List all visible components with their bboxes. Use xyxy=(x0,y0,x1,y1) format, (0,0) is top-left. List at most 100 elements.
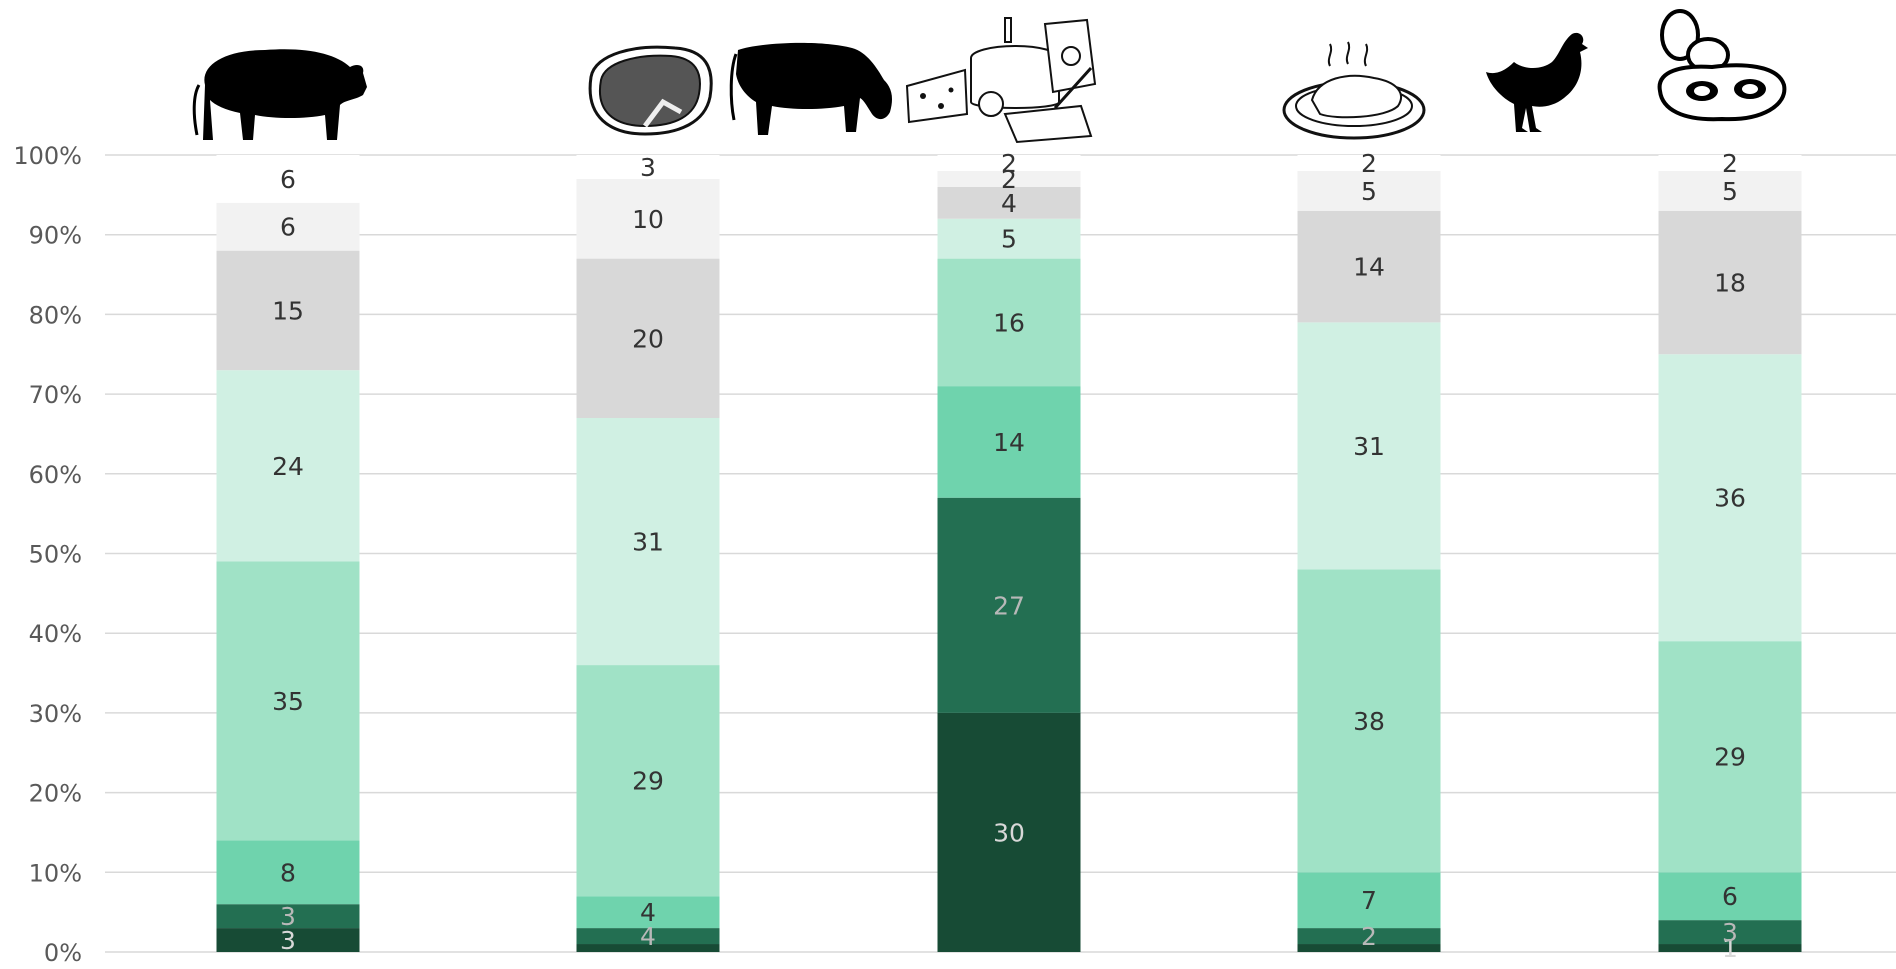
data-label-chicken-6: 5 xyxy=(1361,177,1377,206)
bar-segment-eggs-1 xyxy=(1658,920,1802,945)
data-label-pork-7: 6 xyxy=(280,165,296,194)
bar-segment-beef-2 xyxy=(576,896,720,929)
data-label-pork-5: 15 xyxy=(272,296,304,325)
bar-segment-beef-4 xyxy=(576,418,720,666)
data-label-eggs-6: 5 xyxy=(1722,177,1738,206)
y-tick-label: 60% xyxy=(29,461,82,489)
data-label-eggs-0: 1 xyxy=(1722,934,1738,963)
bar-segment-chicken-4 xyxy=(1297,322,1441,570)
data-label-chicken-3: 38 xyxy=(1353,707,1385,736)
bar-segment-dairy-4 xyxy=(937,218,1081,259)
data-label-chicken-5: 14 xyxy=(1353,253,1385,282)
cow-icon xyxy=(729,42,892,135)
data-label-dairy-6: 2 xyxy=(1001,165,1017,194)
bar-segment-beef-1 xyxy=(576,928,720,945)
fried-eggs-icon xyxy=(1657,9,1787,122)
bar-segment-eggs-5 xyxy=(1658,210,1802,355)
data-label-beef-1: 4 xyxy=(640,922,656,951)
bar-segment-dairy-7 xyxy=(937,155,1081,171)
data-label-eggs-7: 2 xyxy=(1722,149,1738,178)
bar-segment-pork-6 xyxy=(216,202,360,251)
bar-segment-beef-0 xyxy=(576,944,720,952)
bars xyxy=(216,155,1802,952)
bar-segment-dairy-5 xyxy=(937,186,1081,219)
bar-segment-eggs-6 xyxy=(1658,170,1802,211)
data-label-dairy-7: 2 xyxy=(1001,149,1017,178)
data-label-beef-5: 20 xyxy=(632,324,664,353)
data-label-dairy-5: 4 xyxy=(1001,189,1017,218)
data-label-dairy-2: 14 xyxy=(993,428,1025,457)
bar-segment-chicken-0 xyxy=(1297,944,1441,952)
data-label-eggs-3: 29 xyxy=(1714,743,1746,772)
data-label-eggs-1: 3 xyxy=(1722,918,1738,947)
data-label-eggs-5: 18 xyxy=(1714,269,1746,298)
data-label-pork-0: 3 xyxy=(280,926,296,955)
data-label-pork-4: 24 xyxy=(272,452,304,481)
bar-segment-eggs-2 xyxy=(1658,872,1802,921)
bar-segment-dairy-2 xyxy=(937,386,1081,498)
y-tick-label: 30% xyxy=(29,700,82,728)
y-tick-label: 50% xyxy=(29,541,82,569)
bar-segment-chicken-6 xyxy=(1297,170,1441,211)
bar-segment-beef-6 xyxy=(576,178,720,259)
bar-segment-pork-1 xyxy=(216,904,360,929)
y-tick-label: 10% xyxy=(29,859,82,887)
bar-segment-chicken-5 xyxy=(1297,210,1441,323)
data-label-beef-2: 4 xyxy=(640,898,656,927)
data-label-pork-3: 35 xyxy=(272,687,304,716)
data-label-beef-7: 3 xyxy=(640,153,656,182)
data-label-dairy-4: 5 xyxy=(1001,225,1017,254)
bar-segment-pork-3 xyxy=(216,561,360,841)
bar-segment-dairy-3 xyxy=(937,258,1081,387)
y-tick-label: 20% xyxy=(29,780,82,808)
data-label-eggs-2: 6 xyxy=(1722,882,1738,911)
roast-chicken-icon xyxy=(1282,41,1426,140)
data-label-chicken-2: 7 xyxy=(1361,886,1377,915)
bar-segment-pork-0 xyxy=(216,928,360,952)
bar-segment-dairy-0 xyxy=(937,712,1081,952)
y-tick-label: 90% xyxy=(29,222,82,250)
bar-segment-pork-4 xyxy=(216,370,360,562)
y-axis-ticks: 0% 10% 20% 30% 40% 50% 60% 70% 80% 90% 100% xyxy=(13,142,82,967)
y-tick-label: 80% xyxy=(29,301,82,329)
steak-icon xyxy=(588,45,713,136)
bar-segment-chicken-1 xyxy=(1297,928,1441,945)
data-label-dairy-1: 27 xyxy=(993,591,1025,620)
bar-segment-pork-5 xyxy=(216,250,360,371)
data-label-pork-1: 3 xyxy=(280,902,296,931)
bar-segment-chicken-3 xyxy=(1297,569,1441,873)
bar-segment-pork-2 xyxy=(216,840,360,905)
pig-icon xyxy=(192,49,367,141)
y-tick-label: 40% xyxy=(29,620,82,648)
data-labels: 3383524156644293120103302714165422273831… xyxy=(272,149,1746,963)
data-label-beef-4: 31 xyxy=(632,528,664,557)
bar-segment-chicken-2 xyxy=(1297,872,1441,929)
bar-segment-chicken-7 xyxy=(1297,155,1441,171)
data-label-beef-3: 29 xyxy=(632,767,664,796)
y-tick-label: 70% xyxy=(29,381,82,409)
y-tick-label: 0% xyxy=(44,939,82,965)
bar-segment-beef-7 xyxy=(576,155,720,179)
bar-segment-eggs-0 xyxy=(1658,944,1802,952)
bar-segment-pork-7 xyxy=(216,155,360,203)
data-label-dairy-3: 16 xyxy=(993,308,1025,337)
bar-segment-beef-5 xyxy=(576,258,720,419)
y-tick-label: 100% xyxy=(13,142,82,170)
data-label-pork-6: 6 xyxy=(280,213,296,242)
data-label-beef-6: 10 xyxy=(632,205,664,234)
bar-segment-beef-3 xyxy=(576,665,720,897)
bar-segment-dairy-6 xyxy=(937,170,1081,187)
data-label-eggs-4: 36 xyxy=(1714,484,1746,513)
data-label-chicken-1: 2 xyxy=(1361,922,1377,951)
cheese-and-dairy-icon xyxy=(905,17,1097,144)
data-label-chicken-7: 2 xyxy=(1361,149,1377,178)
data-label-pork-2: 8 xyxy=(280,858,296,887)
hen-icon xyxy=(1486,32,1588,132)
bar-segment-eggs-4 xyxy=(1658,354,1802,642)
data-label-dairy-0: 30 xyxy=(993,818,1025,847)
data-label-chicken-4: 31 xyxy=(1353,432,1385,461)
bar-segment-dairy-1 xyxy=(937,497,1081,713)
bar-segment-eggs-3 xyxy=(1658,641,1802,873)
